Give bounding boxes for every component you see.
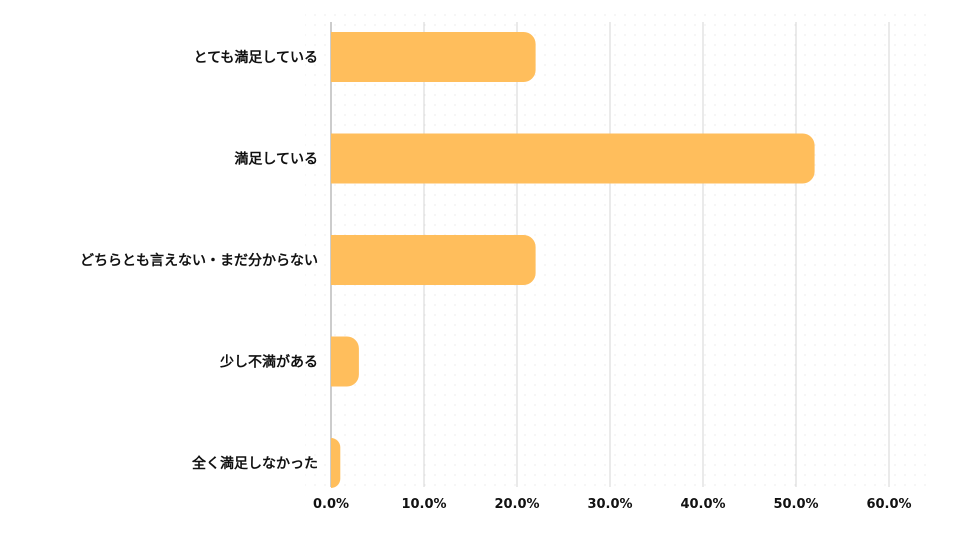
category-label: 全く満足しなかった — [191, 455, 318, 472]
bar — [331, 32, 536, 82]
category-label: 少し不満がある — [219, 354, 318, 371]
x-tick-label: 60.0% — [866, 497, 911, 512]
category-label: 満足している — [234, 151, 318, 168]
x-tick-label: 30.0% — [587, 497, 632, 512]
bar — [331, 438, 341, 488]
x-tick-label: 0.0% — [313, 497, 349, 512]
bar — [331, 336, 359, 387]
x-tick-label: 10.0% — [401, 497, 446, 512]
x-tick-label: 50.0% — [773, 497, 818, 512]
bar — [331, 235, 536, 285]
category-label: どちらとも言えない・まだ分からない — [80, 252, 318, 269]
bars — [331, 32, 815, 488]
bar — [331, 133, 815, 184]
category-label: とても満足している — [194, 49, 318, 66]
x-tick-label: 20.0% — [494, 497, 539, 512]
x-tick-labels: 0.0% 10.0% 20.0% 30.0% 40.0% 50.0% 60.0% — [313, 497, 912, 512]
x-tick-label: 40.0% — [680, 497, 725, 512]
category-labels: とても満足している満足しているどちらとも言えない・まだ分からない少し不満がある全… — [80, 49, 318, 472]
